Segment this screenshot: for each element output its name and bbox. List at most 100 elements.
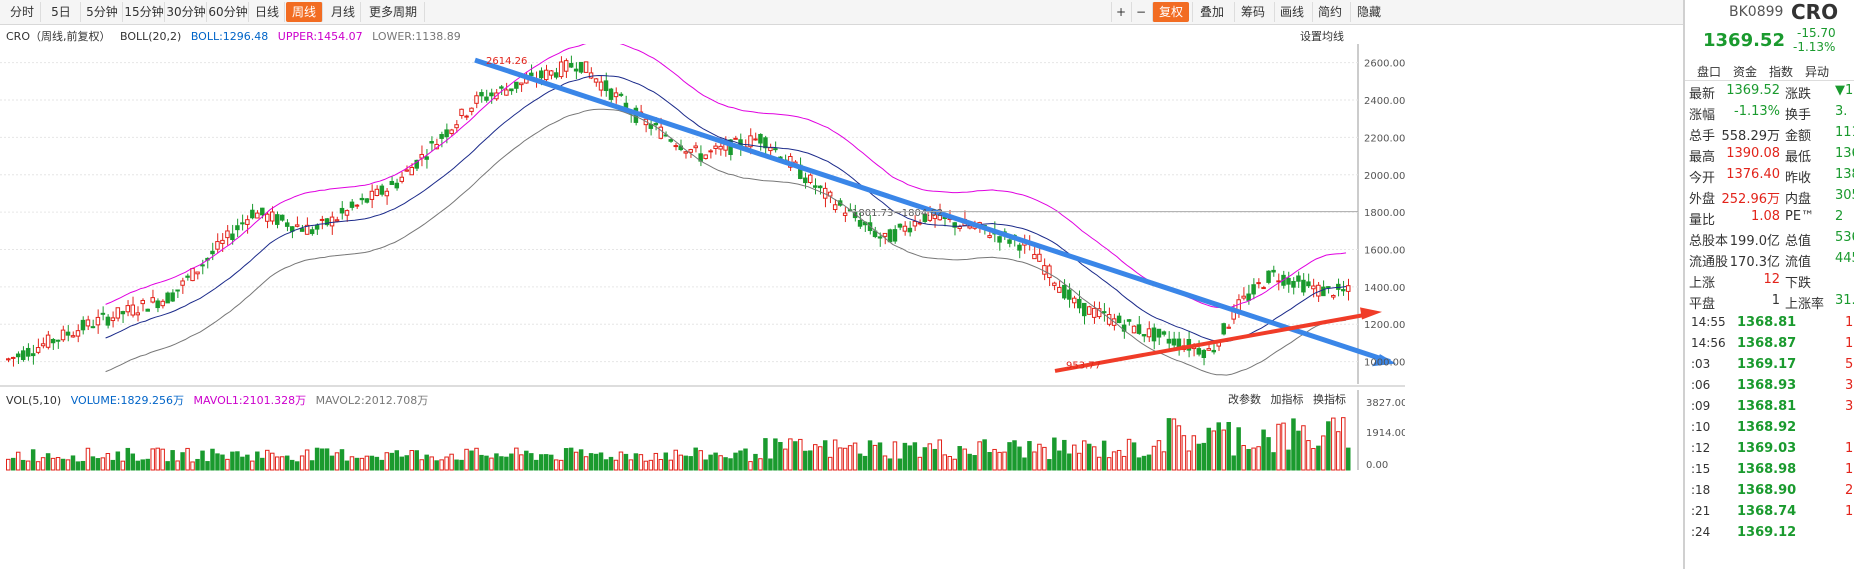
vol-label[interactable]: VOL(5,10) — [6, 394, 62, 407]
candle — [1052, 281, 1057, 291]
y-tick-label: 2000.00 — [1364, 171, 1405, 182]
volume-bar — [1226, 422, 1231, 471]
edit-params-button[interactable]: 改参数 — [1228, 393, 1261, 406]
candle — [548, 70, 554, 80]
volume-bar — [225, 458, 230, 471]
candle — [1176, 331, 1182, 356]
tab-5min[interactable]: 5分钟 — [82, 2, 123, 22]
volume-bar — [763, 438, 768, 471]
volume-bar — [897, 458, 903, 471]
restore-rights-button[interactable]: 复权 — [1152, 2, 1189, 22]
tab-15min[interactable]: 15分钟 — [124, 2, 165, 22]
volume-bar — [813, 444, 818, 471]
volume-bar — [394, 450, 400, 471]
candle — [563, 58, 569, 78]
tab-orderbook[interactable]: 盘口 — [1697, 65, 1722, 79]
volume-bar — [270, 452, 275, 471]
tab-funds[interactable]: 资金 — [1733, 65, 1758, 79]
candle — [100, 306, 106, 321]
volume-bar — [374, 456, 380, 471]
tab-weekly[interactable]: 周线 — [286, 2, 323, 22]
volume-bar — [788, 438, 793, 471]
volume-bar — [623, 453, 629, 471]
zoom-in-button[interactable]: + — [1111, 2, 1130, 22]
candle — [464, 114, 469, 121]
candle — [25, 343, 31, 361]
candle — [907, 221, 913, 237]
y-tick-label: 1600.00 — [1364, 245, 1405, 256]
switch-indicator-button[interactable]: 换指标 — [1313, 393, 1346, 406]
volume-bar — [902, 442, 908, 471]
volume-bar — [638, 454, 644, 471]
candle — [185, 273, 190, 281]
quote-row: 最新 1369.52 涨跌 ▼1 — [1689, 83, 1854, 102]
volume-bar — [1116, 449, 1122, 471]
add-indicator-button[interactable]: 加指标 — [1270, 393, 1304, 406]
candle — [85, 315, 91, 331]
draw-line-button[interactable]: 画线 — [1274, 2, 1309, 22]
tab-5day[interactable]: 5日 — [42, 2, 81, 22]
zoom-out-button[interactable]: − — [1131, 2, 1150, 22]
volume-bar — [185, 447, 190, 471]
volume-bar — [1156, 440, 1162, 471]
volume-bar — [693, 447, 698, 471]
volume-bar — [1082, 440, 1087, 471]
tick-row: :15 1368.98 1 — [1691, 462, 1854, 477]
hide-button[interactable]: 隐藏 — [1350, 2, 1387, 22]
candle — [175, 289, 180, 298]
volume-bar — [6, 458, 11, 471]
tab-index[interactable]: 指数 — [1769, 65, 1794, 79]
overlay-button[interactable]: 叠加 — [1192, 2, 1231, 22]
candlestick-chart[interactable]: 2614.26 953.77 1801.73~1804.62 2600.00 2400… — [0, 44, 1405, 569]
volume-bar — [912, 442, 918, 471]
candle — [1286, 271, 1291, 293]
candle — [942, 216, 947, 227]
volume-bar — [1331, 417, 1336, 471]
volume-bar — [862, 455, 868, 471]
volume-bar — [250, 460, 255, 471]
volume-bar — [524, 450, 529, 471]
volume-bar — [255, 451, 260, 471]
chips-button[interactable]: 筹码 — [1234, 2, 1271, 22]
volume-bar — [1236, 427, 1241, 471]
volume-bar — [937, 439, 943, 471]
tab-abnormal[interactable]: 异动 — [1805, 65, 1830, 79]
volume-bar — [145, 458, 150, 471]
tab-60min[interactable]: 60分钟 — [208, 2, 249, 22]
volume-bar — [90, 456, 96, 471]
tab-more-periods[interactable]: 更多周期 — [362, 2, 425, 22]
volume-bar — [75, 461, 81, 471]
candle — [309, 226, 315, 236]
volume-bar — [1151, 445, 1157, 471]
boll-label[interactable]: BOLL(20,2) — [119, 30, 182, 43]
volume-bar — [1246, 448, 1251, 471]
volume-bar — [304, 449, 310, 471]
candle — [354, 204, 360, 209]
candle — [200, 259, 205, 275]
candle — [703, 154, 708, 160]
boll-indicator-bar: CRO（周线,前复权） BOLL(20,2) BOLL:1296.48 UPPE… — [6, 28, 467, 44]
ma-settings-button[interactable]: 设置均线 — [1300, 30, 1344, 43]
tab-daily[interactable]: 日线 — [250, 2, 285, 22]
tick-row: :03 1369.17 5 — [1691, 357, 1854, 372]
candle — [155, 298, 160, 313]
volume-bar — [922, 447, 928, 471]
volume-bar — [673, 449, 678, 471]
volume-bar — [837, 447, 843, 471]
candle — [573, 62, 579, 80]
tab-30min[interactable]: 30分钟 — [166, 2, 207, 22]
volume-bar — [648, 459, 654, 471]
candle — [1346, 278, 1351, 301]
simple-mode-button[interactable]: 简约 — [1312, 2, 1347, 22]
candle — [270, 206, 275, 225]
candle — [673, 142, 678, 151]
volume-bar — [688, 456, 693, 471]
candle — [404, 165, 410, 173]
tick-row: :10 1368.92 — [1691, 420, 1797, 435]
volume-bar — [1166, 418, 1172, 471]
volume-bar — [105, 453, 111, 471]
volume-bar — [558, 459, 564, 471]
volume-bar — [1017, 446, 1022, 471]
tab-intraday[interactable]: 分时 — [4, 2, 41, 22]
tab-monthly[interactable]: 月线 — [326, 2, 361, 22]
